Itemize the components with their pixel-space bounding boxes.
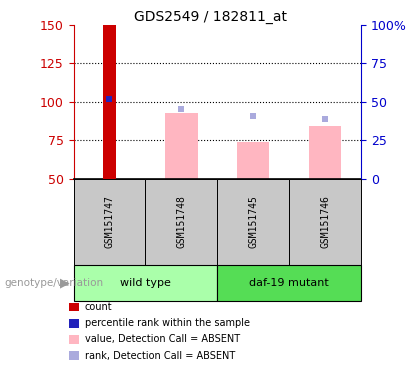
Text: ▶: ▶: [60, 277, 70, 290]
Bar: [309, 126, 341, 179]
Text: wild type: wild type: [120, 278, 171, 288]
Bar: [74, 265, 218, 301]
Bar: [218, 265, 361, 301]
Text: percentile rank within the sample: percentile rank within the sample: [85, 318, 250, 328]
Text: GSM151746: GSM151746: [320, 195, 330, 248]
Bar: [103, 25, 116, 179]
Bar: [237, 142, 270, 179]
Text: value, Detection Call = ABSENT: value, Detection Call = ABSENT: [85, 334, 240, 344]
Bar: [289, 179, 361, 265]
Bar: [145, 179, 218, 265]
Text: GSM151748: GSM151748: [176, 195, 186, 248]
Text: daf-19 mutant: daf-19 mutant: [249, 278, 329, 288]
Text: rank, Detection Call = ABSENT: rank, Detection Call = ABSENT: [85, 351, 235, 361]
Text: GSM151745: GSM151745: [248, 195, 258, 248]
Bar: [165, 113, 197, 179]
Text: genotype/variation: genotype/variation: [4, 278, 103, 288]
Bar: [74, 179, 145, 265]
Bar: [218, 179, 289, 265]
Text: count: count: [85, 302, 113, 312]
Text: GDS2549 / 182811_at: GDS2549 / 182811_at: [134, 10, 286, 23]
Text: GSM151747: GSM151747: [105, 195, 115, 248]
